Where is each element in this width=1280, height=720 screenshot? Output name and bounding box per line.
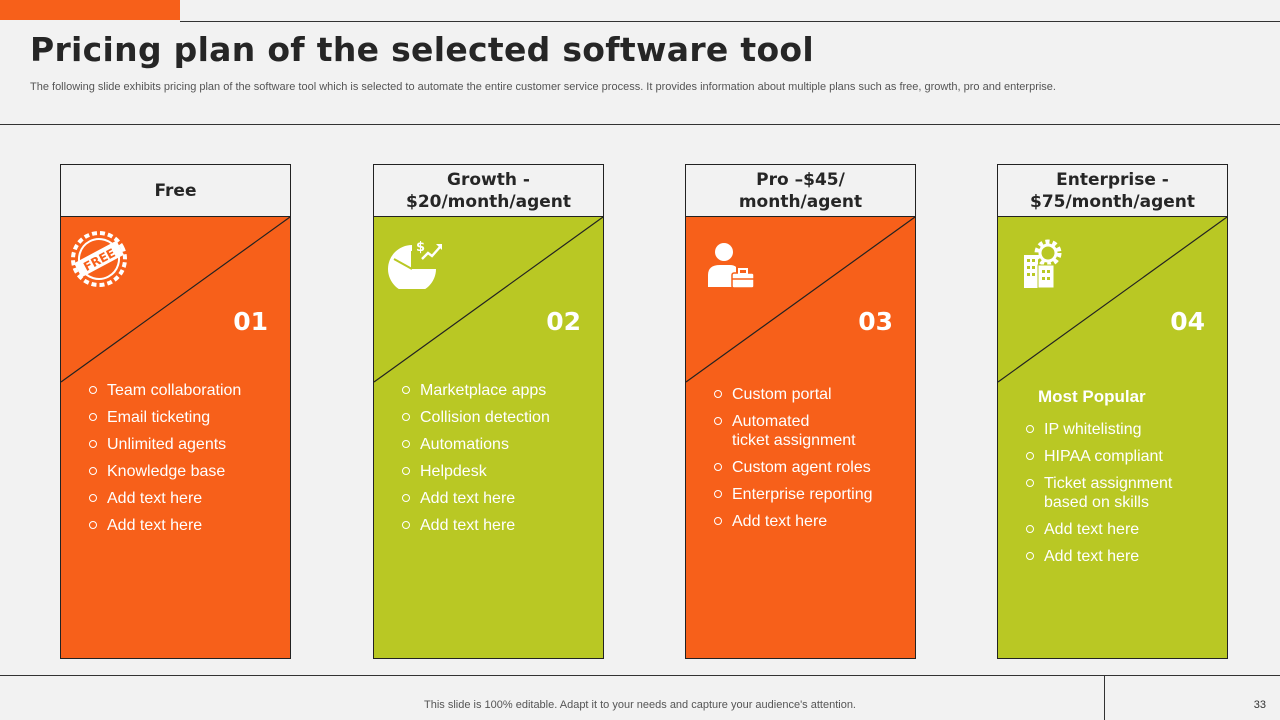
feature-item: Collision detection xyxy=(402,408,593,427)
bullet-circle-icon xyxy=(402,521,410,529)
feature-item: Enterprise reporting xyxy=(714,485,905,504)
bullet-circle-icon xyxy=(402,386,410,394)
header-divider xyxy=(0,124,1280,125)
plan-card-enterprise: Enterprise - $75/month/agent 04 Most Pop… xyxy=(997,164,1228,659)
plan-title: Free xyxy=(61,165,290,217)
bullet-circle-icon xyxy=(1026,479,1034,487)
footer-separator xyxy=(1104,675,1105,720)
free-badge-icon: FREE xyxy=(71,231,127,287)
plan-body: FREE 01 Team collaboration Email ticketi… xyxy=(61,217,290,658)
feature-item: Add text here xyxy=(714,512,905,531)
diagonal-divider xyxy=(686,217,915,383)
bullet-circle-icon xyxy=(714,490,722,498)
plan-title: Pro –$45/ month/agent xyxy=(686,165,915,217)
bullet-circle-icon xyxy=(89,413,97,421)
plan-title: Growth - $20/month/agent xyxy=(374,165,603,217)
pie-chart-growth-icon: $ xyxy=(388,240,442,289)
bullet-circle-icon xyxy=(402,440,410,448)
plan-card-growth: Growth - $20/month/agent $ 02 Marketplac… xyxy=(373,164,604,659)
bullet-circle-icon xyxy=(89,494,97,502)
plan-title: Enterprise - $75/month/agent xyxy=(998,165,1227,217)
feature-item: Add text here xyxy=(89,516,280,535)
feature-item: Custom portal xyxy=(714,385,905,404)
feature-item: Helpdesk xyxy=(402,462,593,481)
plan-body: $ 02 Marketplace apps Collision detectio… xyxy=(374,217,603,658)
bullet-circle-icon xyxy=(402,494,410,502)
plan-card-pro: Pro –$45/ month/agent 03 Custom portal A… xyxy=(685,164,916,659)
svg-text:$: $ xyxy=(416,240,425,255)
footer-note: This slide is 100% editable. Adapt it to… xyxy=(424,699,856,711)
feature-item: Add text here xyxy=(402,489,593,508)
bullet-circle-icon xyxy=(89,386,97,394)
feature-item: HIPAA compliant xyxy=(1026,447,1217,466)
feature-list: IP whitelisting HIPAA compliant Ticket a… xyxy=(1026,420,1217,574)
plan-number: 04 xyxy=(1170,307,1205,336)
feature-item: Knowledge base xyxy=(89,462,280,481)
plan-number: 02 xyxy=(546,307,581,336)
diagonal-divider xyxy=(998,217,1227,383)
plan-card-free: Free FREE 01 Team collaboration Email ti… xyxy=(60,164,291,659)
plan-body: 03 Custom portal Automated ticket assign… xyxy=(686,217,915,658)
feature-item: Unlimited agents xyxy=(89,435,280,454)
feature-item: Add text here xyxy=(402,516,593,535)
plan-number: 01 xyxy=(233,307,268,336)
plan-body: 04 Most Popular IP whitelisting HIPAA co… xyxy=(998,217,1227,658)
footer-divider xyxy=(0,675,1280,676)
bullet-circle-icon xyxy=(402,467,410,475)
bullet-circle-icon xyxy=(402,413,410,421)
top-divider xyxy=(180,21,1280,22)
bullet-circle-icon xyxy=(714,417,722,425)
bullet-circle-icon xyxy=(1026,452,1034,460)
feature-item: Custom agent roles xyxy=(714,458,905,477)
businessman-briefcase-icon xyxy=(708,243,754,289)
feature-item: Marketplace apps xyxy=(402,381,593,400)
feature-item: Add text here xyxy=(89,489,280,508)
bullet-circle-icon xyxy=(89,521,97,529)
plan-number: 03 xyxy=(858,307,893,336)
diagonal-divider xyxy=(61,217,290,383)
feature-item: Add text here xyxy=(1026,520,1217,539)
feature-item: Team collaboration xyxy=(89,381,280,400)
top-accent-bar xyxy=(0,0,180,20)
bullet-circle-icon xyxy=(89,467,97,475)
page-number: 33 xyxy=(1253,699,1266,711)
bullet-circle-icon xyxy=(1026,525,1034,533)
feature-item: Add text here xyxy=(1026,547,1217,566)
slide-subtitle: The following slide exhibits pricing pla… xyxy=(30,81,1056,93)
feature-item: Automations xyxy=(402,435,593,454)
bullet-circle-icon xyxy=(89,440,97,448)
bullet-circle-icon xyxy=(714,463,722,471)
feature-item: IP whitelisting xyxy=(1026,420,1217,439)
bullet-circle-icon xyxy=(1026,425,1034,433)
building-gear-icon xyxy=(1024,239,1062,289)
feature-list: Team collaboration Email ticketing Unlim… xyxy=(89,381,280,543)
feature-item: Ticket assignment based on skills xyxy=(1026,474,1217,512)
most-popular-label: Most Popular xyxy=(1038,387,1146,406)
feature-item: Automated ticket assignment xyxy=(714,412,905,450)
feature-item: Email ticketing xyxy=(89,408,280,427)
bullet-circle-icon xyxy=(1026,552,1034,560)
bullet-circle-icon xyxy=(714,390,722,398)
diagonal-divider xyxy=(374,217,603,383)
feature-list: Custom portal Automated ticket assignmen… xyxy=(714,385,905,539)
slide-title: Pricing plan of the selected software to… xyxy=(30,30,815,69)
bullet-circle-icon xyxy=(714,517,722,525)
feature-list: Marketplace apps Collision detection Aut… xyxy=(402,381,593,543)
